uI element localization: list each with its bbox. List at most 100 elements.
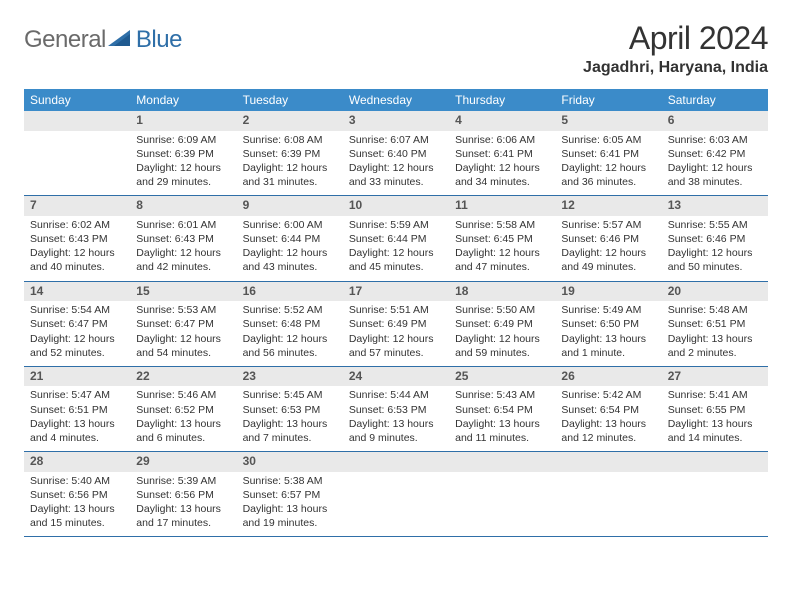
day-data: Sunrise: 5:59 AMSunset: 6:44 PMDaylight:… [343, 216, 449, 281]
day-number: 25 [449, 367, 555, 387]
location-label: Jagadhri, Haryana, India [583, 59, 768, 77]
daylight-text: Daylight: 13 hours [243, 417, 337, 431]
sunset-text: Sunset: 6:51 PM [30, 403, 124, 417]
daylight-text: and 57 minutes. [349, 346, 443, 360]
daylight-text: Daylight: 12 hours [243, 332, 337, 346]
day-data: Sunrise: 5:44 AMSunset: 6:53 PMDaylight:… [343, 386, 449, 451]
sunrise-text: Sunrise: 5:49 AM [561, 303, 655, 317]
daylight-text: Daylight: 13 hours [668, 332, 762, 346]
sunrise-text: Sunrise: 6:02 AM [30, 218, 124, 232]
calendar-cell [662, 452, 768, 537]
sunrise-text: Sunrise: 5:44 AM [349, 388, 443, 402]
daylight-text: and 50 minutes. [668, 260, 762, 274]
day-number: 8 [130, 196, 236, 216]
daylight-text: Daylight: 13 hours [136, 417, 230, 431]
sunset-text: Sunset: 6:56 PM [30, 488, 124, 502]
daylight-text: Daylight: 13 hours [30, 502, 124, 516]
day-data: Sunrise: 6:03 AMSunset: 6:42 PMDaylight:… [662, 131, 768, 196]
sunset-text: Sunset: 6:47 PM [30, 317, 124, 331]
logo-triangle-icon [108, 28, 134, 53]
sunset-text: Sunset: 6:39 PM [136, 147, 230, 161]
calendar-cell: 17Sunrise: 5:51 AMSunset: 6:49 PMDayligh… [343, 281, 449, 366]
day-data: Sunrise: 5:51 AMSunset: 6:49 PMDaylight:… [343, 301, 449, 366]
sunrise-text: Sunrise: 5:52 AM [243, 303, 337, 317]
day-data: Sunrise: 5:43 AMSunset: 6:54 PMDaylight:… [449, 386, 555, 451]
calendar-cell: 25Sunrise: 5:43 AMSunset: 6:54 PMDayligh… [449, 366, 555, 451]
sunset-text: Sunset: 6:54 PM [561, 403, 655, 417]
calendar-table: Sunday Monday Tuesday Wednesday Thursday… [24, 89, 768, 537]
day-number: 15 [130, 282, 236, 302]
day-data: Sunrise: 5:38 AMSunset: 6:57 PMDaylight:… [237, 472, 343, 537]
sunrise-text: Sunrise: 6:09 AM [136, 133, 230, 147]
daylight-text: Daylight: 13 hours [561, 417, 655, 431]
sunset-text: Sunset: 6:49 PM [349, 317, 443, 331]
logo-text-general: General [24, 26, 106, 54]
day-number: 5 [555, 111, 661, 131]
daylight-text: Daylight: 13 hours [136, 502, 230, 516]
sunset-text: Sunset: 6:46 PM [668, 232, 762, 246]
calendar-cell: 15Sunrise: 5:53 AMSunset: 6:47 PMDayligh… [130, 281, 236, 366]
calendar-cell: 18Sunrise: 5:50 AMSunset: 6:49 PMDayligh… [449, 281, 555, 366]
sunset-text: Sunset: 6:41 PM [561, 147, 655, 161]
sunset-text: Sunset: 6:43 PM [30, 232, 124, 246]
sunset-text: Sunset: 6:48 PM [243, 317, 337, 331]
day-data: Sunrise: 5:39 AMSunset: 6:56 PMDaylight:… [130, 472, 236, 537]
sunset-text: Sunset: 6:54 PM [455, 403, 549, 417]
daylight-text: Daylight: 12 hours [136, 161, 230, 175]
daylight-text: Daylight: 12 hours [136, 332, 230, 346]
calendar-cell: 9Sunrise: 6:00 AMSunset: 6:44 PMDaylight… [237, 196, 343, 281]
day-number: 23 [237, 367, 343, 387]
sunrise-text: Sunrise: 5:51 AM [349, 303, 443, 317]
calendar-week-row: 1Sunrise: 6:09 AMSunset: 6:39 PMDaylight… [24, 111, 768, 196]
calendar-cell [343, 452, 449, 537]
sunset-text: Sunset: 6:42 PM [668, 147, 762, 161]
day-data: Sunrise: 5:55 AMSunset: 6:46 PMDaylight:… [662, 216, 768, 281]
daylight-text: and 33 minutes. [349, 175, 443, 189]
logo: General Blue [24, 26, 182, 54]
daylight-text: and 29 minutes. [136, 175, 230, 189]
sunrise-text: Sunrise: 6:08 AM [243, 133, 337, 147]
calendar-body: 1Sunrise: 6:09 AMSunset: 6:39 PMDaylight… [24, 111, 768, 537]
sunset-text: Sunset: 6:41 PM [455, 147, 549, 161]
day-number: 14 [24, 282, 130, 302]
sunset-text: Sunset: 6:45 PM [455, 232, 549, 246]
calendar-cell: 7Sunrise: 6:02 AMSunset: 6:43 PMDaylight… [24, 196, 130, 281]
day-data: Sunrise: 5:58 AMSunset: 6:45 PMDaylight:… [449, 216, 555, 281]
sunrise-text: Sunrise: 5:39 AM [136, 474, 230, 488]
calendar-cell: 5Sunrise: 6:05 AMSunset: 6:41 PMDaylight… [555, 111, 661, 196]
day-data: Sunrise: 6:07 AMSunset: 6:40 PMDaylight:… [343, 131, 449, 196]
day-number: 17 [343, 282, 449, 302]
daylight-text: Daylight: 13 hours [30, 417, 124, 431]
daylight-text: and 52 minutes. [30, 346, 124, 360]
dayname-monday: Monday [130, 89, 236, 111]
day-number: 18 [449, 282, 555, 302]
calendar-cell: 26Sunrise: 5:42 AMSunset: 6:54 PMDayligh… [555, 366, 661, 451]
daylight-text: and 54 minutes. [136, 346, 230, 360]
day-number: 26 [555, 367, 661, 387]
calendar-week-row: 28Sunrise: 5:40 AMSunset: 6:56 PMDayligh… [24, 452, 768, 537]
daylight-text: and 56 minutes. [243, 346, 337, 360]
day-number: 7 [24, 196, 130, 216]
daylight-text: and 12 minutes. [561, 431, 655, 445]
calendar-cell: 16Sunrise: 5:52 AMSunset: 6:48 PMDayligh… [237, 281, 343, 366]
calendar-cell: 11Sunrise: 5:58 AMSunset: 6:45 PMDayligh… [449, 196, 555, 281]
sunrise-text: Sunrise: 5:57 AM [561, 218, 655, 232]
calendar-cell: 10Sunrise: 5:59 AMSunset: 6:44 PMDayligh… [343, 196, 449, 281]
sunrise-text: Sunrise: 5:41 AM [668, 388, 762, 402]
day-data-empty [449, 472, 555, 530]
sunrise-text: Sunrise: 6:00 AM [243, 218, 337, 232]
sunrise-text: Sunrise: 5:45 AM [243, 388, 337, 402]
dayname-friday: Friday [555, 89, 661, 111]
calendar-page: General Blue April 2024 Jagadhri, Haryan… [0, 0, 792, 557]
calendar-cell: 2Sunrise: 6:08 AMSunset: 6:39 PMDaylight… [237, 111, 343, 196]
daylight-text: and 9 minutes. [349, 431, 443, 445]
day-data: Sunrise: 5:49 AMSunset: 6:50 PMDaylight:… [555, 301, 661, 366]
sunrise-text: Sunrise: 5:43 AM [455, 388, 549, 402]
day-data: Sunrise: 5:42 AMSunset: 6:54 PMDaylight:… [555, 386, 661, 451]
daylight-text: and 17 minutes. [136, 516, 230, 530]
calendar-cell: 6Sunrise: 6:03 AMSunset: 6:42 PMDaylight… [662, 111, 768, 196]
sunrise-text: Sunrise: 5:47 AM [30, 388, 124, 402]
daylight-text: and 1 minute. [561, 346, 655, 360]
sunrise-text: Sunrise: 5:50 AM [455, 303, 549, 317]
day-number: 16 [237, 282, 343, 302]
